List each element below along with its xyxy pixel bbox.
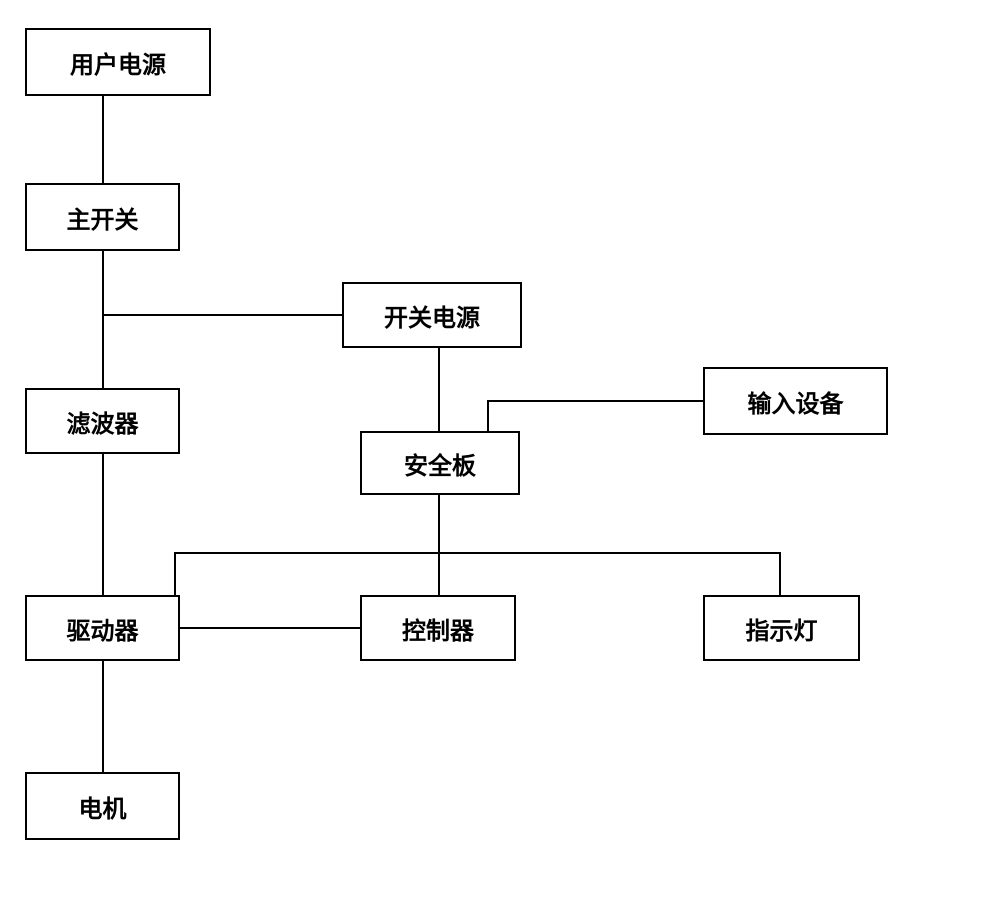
edge-userpower-mainswitch (102, 96, 104, 183)
label-controller: 控制器 (402, 611, 474, 646)
node-filter: 滤波器 (25, 388, 180, 454)
node-switch-power: 开关电源 (342, 282, 522, 348)
label-motor: 电机 (79, 789, 127, 824)
edge-branch-to-switchpower-h (102, 314, 342, 316)
node-driver: 驱动器 (25, 595, 180, 661)
node-safety-board: 安全板 (360, 431, 520, 495)
edge-safetyboard-controller (438, 495, 440, 595)
label-user-power: 用户电源 (70, 45, 166, 80)
edge-filter-driver (102, 454, 104, 595)
edge-mainswitch-filter (102, 251, 104, 388)
label-safety-board: 安全板 (404, 446, 476, 481)
label-indicator: 指示灯 (746, 611, 818, 646)
edge-inputdevice-v (487, 400, 489, 431)
edge-switchpower-safetyboard (438, 348, 440, 431)
edge-inputdevice-h (487, 400, 703, 402)
label-driver: 驱动器 (67, 611, 139, 646)
node-user-power: 用户电源 (25, 28, 211, 96)
node-main-switch: 主开关 (25, 183, 180, 251)
edge-bus-to-driver-v (174, 552, 176, 595)
node-indicator: 指示灯 (703, 595, 860, 661)
edge-bus-to-indicator-v (779, 552, 781, 595)
edge-driver-controller (180, 627, 360, 629)
label-input-device: 输入设备 (748, 384, 844, 419)
edge-safetyboard-bus-h (174, 552, 781, 554)
edge-driver-motor (102, 661, 104, 772)
node-motor: 电机 (25, 772, 180, 840)
node-input-device: 输入设备 (703, 367, 888, 435)
label-switch-power: 开关电源 (384, 298, 480, 333)
label-filter: 滤波器 (67, 404, 139, 439)
label-main-switch: 主开关 (67, 200, 139, 235)
node-controller: 控制器 (360, 595, 516, 661)
